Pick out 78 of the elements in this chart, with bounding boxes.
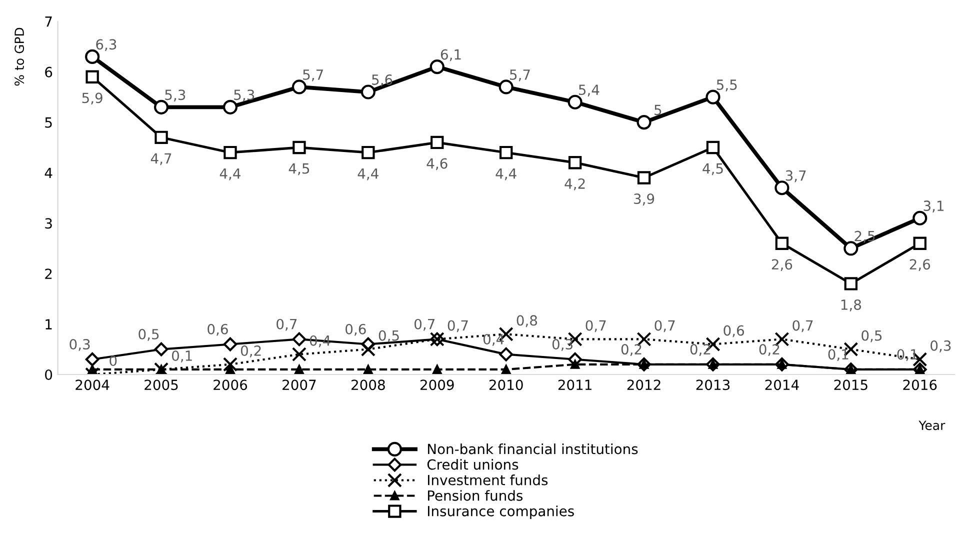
x-tick-label: 2015 [834,380,868,390]
data-label: 6,1 [440,49,461,62]
y-tick-label: 2 [45,268,52,279]
data-label: 5,6 [372,74,392,86]
data-label: 0,7 [586,320,606,332]
x-tick-label: 2014 [765,380,799,390]
data-label: 0,5 [862,330,882,342]
data-label: 1,8 [841,299,862,312]
x-axis-title: Year [918,420,946,430]
data-label: 0,2 [240,345,261,358]
data-label: 5,9 [82,92,102,105]
x-tick-label: 2012 [627,380,660,390]
data-label: 0,7 [414,318,434,331]
x-tick-label: 2010 [489,380,523,390]
data-label: 0,2 [759,344,780,356]
data-label: 5,7 [303,70,323,82]
data-label: 0,6 [208,324,228,336]
data-label: 0,3 [70,339,90,351]
data-label: 0,5 [378,330,399,342]
data-label: 4,4 [220,168,241,180]
legend-label: Investment funds [428,474,548,486]
data-label: 6,3 [96,39,116,52]
data-label: 0,6 [346,324,366,336]
x-tick-label: 2007 [282,380,316,390]
data-label: 5,3 [165,90,186,102]
y-axis-title: % to GPD [14,28,24,86]
data-label: 0,6 [724,325,744,338]
data-label: 0,5 [138,328,159,341]
y-tick-label: 6 [45,66,52,78]
x-tick-label: 2013 [696,380,730,390]
data-label: 3,9 [634,194,654,206]
data-label: 4,7 [150,153,172,166]
x-tick-label: 2006 [214,380,248,390]
data-label: 4,6 [426,158,448,170]
x-tick-label: 2008 [352,380,385,390]
y-tick-label: 7 [45,16,52,27]
x-tick-label: 2011 [558,380,592,390]
y-tick-label: 1 [46,319,52,330]
x-tick-label: 2004 [76,380,110,390]
legend-label: Insurance companies [428,506,574,520]
y-tick-label: 0 [45,369,52,380]
data-label: 0,1 [828,349,848,362]
data-label: 0,1 [172,350,192,362]
data-label: 2,6 [772,259,792,272]
x-tick-label: 2016 [903,380,937,390]
data-label: 4,5 [288,163,310,176]
data-label: 5,5 [716,80,737,92]
data-label: 2,5 [854,230,875,243]
data-label: 5 [654,104,662,116]
data-label: 0,7 [654,320,675,332]
data-label: 0,7 [448,320,468,332]
data-label: 4,4 [358,168,378,180]
data-label: 0,7 [276,318,297,331]
data-label: 5,7 [510,70,530,82]
y-tick-label: 3 [45,218,52,229]
data-label: 0,8 [516,315,538,328]
data-label: 0,2 [621,344,642,356]
data-label: 5,4 [578,84,600,96]
data-label: 0,4 [483,334,504,346]
data-label: 3,7 [786,170,806,182]
data-label: 4,2 [564,178,585,190]
data-label: 5,3 [234,90,254,102]
data-label: 3,1 [924,200,944,212]
x-tick-label: 2005 [144,380,178,390]
data-label: 4,5 [702,163,723,176]
data-label: 4,4 [496,168,516,180]
legend-label: Credit unions [427,459,518,470]
y-tick-label: 5 [45,117,52,128]
y-tick-label: 4 [44,168,52,178]
data-label: 2,6 [910,259,930,272]
legend-label: Pension funds [428,490,523,501]
data-label: 0,3 [930,340,951,352]
legend-label: Non-bank financial institutions [428,443,638,454]
data-label: 0,7 [792,320,813,332]
data-label: 0,3 [552,339,572,351]
x-tick-label: 2009 [420,380,454,390]
data-label: 0 [110,356,117,366]
data-label: 0,2 [690,344,710,356]
